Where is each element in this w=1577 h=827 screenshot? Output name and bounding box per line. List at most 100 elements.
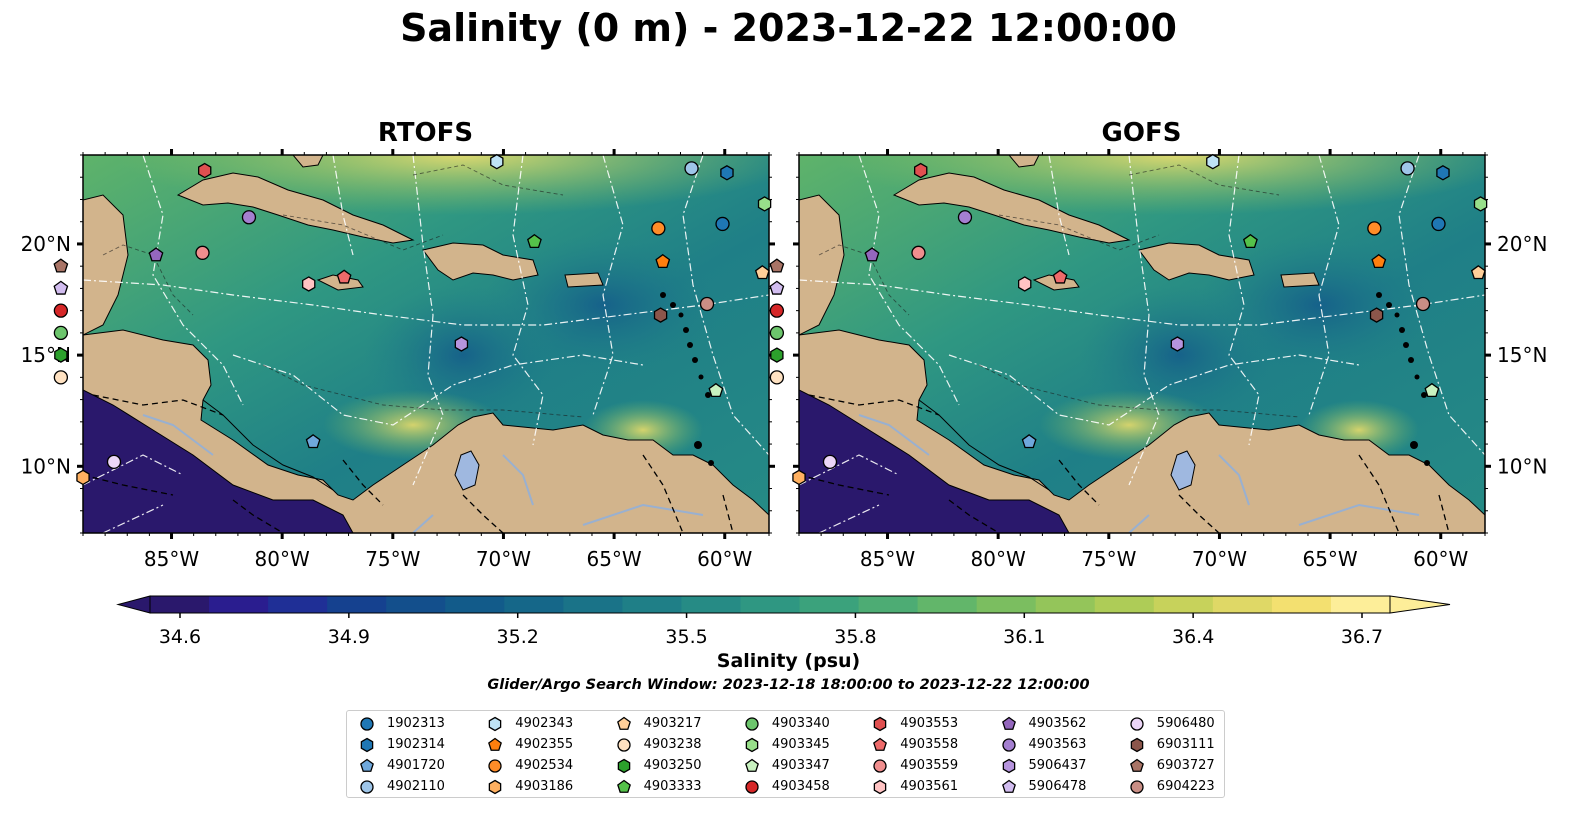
legend-marker — [1001, 779, 1016, 793]
legend-label: 4903563 — [1028, 737, 1087, 752]
legend-marker-4903333 — [616, 779, 631, 793]
legend-label: 4903250 — [643, 758, 702, 773]
float-marker-4903562 — [148, 247, 164, 262]
float-marker-4903558 — [1052, 269, 1068, 284]
float-marker-5906437 — [1170, 336, 1185, 352]
colorbar-segment — [504, 596, 564, 613]
colorbar-segment — [1094, 596, 1155, 613]
float-marker-4903333 — [1243, 233, 1258, 249]
colorbar-segment — [150, 596, 210, 613]
legend-label: 4903217 — [643, 716, 702, 731]
legend-marker — [1130, 780, 1144, 794]
colorbar-tick-label: 34.9 — [328, 626, 370, 648]
frame-rtofs — [82, 154, 770, 534]
float-marker-5906437 — [454, 336, 469, 352]
float-marker-4903559 — [911, 245, 926, 260]
colorbar-extend-high — [1389, 595, 1451, 614]
legend-marker-5906437 — [1002, 758, 1015, 774]
legend-label: 4903186 — [515, 779, 574, 794]
legend-label: 5906480 — [1156, 716, 1215, 731]
lon-tick-label: 65°W — [586, 547, 641, 571]
legend-label: 5906478 — [1028, 779, 1087, 794]
float-marker-4903250 — [54, 347, 68, 363]
legend-marker-5906478 — [1001, 779, 1016, 793]
legend-label: 6903727 — [1156, 758, 1215, 773]
legend-marker — [616, 779, 631, 793]
legend-marker-6903111 — [1130, 737, 1144, 753]
legend-marker-5906480 — [1130, 717, 1144, 731]
chart-title: Salinity (0 m) - 2023-12-22 12:00:00 — [400, 6, 1177, 50]
float-marker-1902313 — [1431, 216, 1446, 232]
legend-marker-4903562 — [1001, 716, 1016, 730]
legend-marker-4903345 — [745, 737, 759, 753]
colorbar-segment — [1212, 596, 1273, 613]
float-marker-4903345 — [1473, 196, 1488, 212]
search-window-text: Glider/Argo Search Window: 2023-12-18 18… — [487, 677, 1090, 693]
float-marker-4903238 — [53, 370, 69, 385]
float-marker-1902314 — [1436, 165, 1450, 181]
float-marker-4903458 — [53, 303, 69, 318]
legend-marker-4903561 — [873, 779, 887, 795]
lat-tick-label: 20°N — [1497, 232, 1547, 256]
legend-marker-4903553 — [873, 716, 887, 732]
legend-label: 5906437 — [1028, 758, 1087, 773]
float-marker-6903111 — [1369, 307, 1384, 323]
legend-label: 6903111 — [1156, 737, 1215, 752]
legend-marker — [745, 737, 759, 753]
legend-label: 1902313 — [387, 716, 445, 731]
float-marker-6903111 — [653, 307, 668, 323]
legend-marker — [360, 758, 374, 772]
legend-label: 4902110 — [387, 779, 445, 794]
legend-marker-1902314 — [360, 737, 374, 753]
legend-marker-4902110 — [360, 780, 374, 794]
colorbar-segment — [268, 596, 328, 613]
legend-marker — [489, 779, 502, 795]
float-marker-4903561 — [1018, 276, 1032, 292]
float-marker-4903345 — [757, 196, 772, 212]
legend-marker-4902534 — [488, 759, 502, 773]
legend-label: 4903458 — [771, 779, 830, 794]
colorbar-segment — [1271, 596, 1332, 613]
float-marker-4902343 — [1206, 153, 1220, 170]
legend-label: 4903333 — [643, 779, 702, 794]
legend-marker-4903458 — [745, 780, 759, 794]
legend-marker — [1130, 717, 1144, 731]
legend-marker-1902313 — [360, 717, 374, 731]
colorbar-segment — [740, 596, 801, 613]
lon-tick-label: 85°W — [144, 547, 199, 571]
float-marker-5906480 — [106, 454, 122, 469]
colorbar-segment — [917, 596, 978, 613]
legend-marker — [745, 780, 759, 794]
lon-tick-label: 60°W — [1413, 547, 1468, 571]
float-marker-4902355 — [1371, 253, 1387, 269]
colorbar-segment — [209, 596, 269, 613]
legend-marker-4903250 — [617, 758, 630, 774]
legend-label: 4903347 — [771, 758, 830, 773]
legend-label: 4903559 — [900, 758, 959, 773]
legend-marker-6903727 — [1129, 758, 1144, 772]
float-marker-6904223 — [1415, 296, 1431, 312]
float-marker-4903562 — [864, 247, 880, 262]
legend-marker-4903559 — [873, 759, 887, 773]
legend-marker — [873, 737, 888, 751]
legend-marker-4903563 — [1001, 738, 1016, 752]
float-marker-5906478 — [769, 280, 785, 295]
legend-marker-4903558 — [873, 737, 888, 751]
legend-label: 4903553 — [900, 716, 959, 731]
legend-marker — [873, 716, 887, 732]
float-marker-1902313 — [715, 216, 730, 232]
legend-marker — [873, 759, 887, 773]
lon-tick-label: 70°W — [476, 547, 531, 571]
colorbar-tick-label: 34.6 — [159, 626, 201, 648]
float-marker-4903238 — [769, 370, 785, 385]
colorbar-tick-label: 35.8 — [834, 626, 876, 648]
colorbar-segment — [799, 596, 860, 613]
legend-label: 4903561 — [900, 779, 959, 794]
float-marker-4903340 — [769, 325, 785, 341]
float-marker-4903340 — [53, 325, 69, 341]
float-marker-4903333 — [527, 233, 542, 249]
colorbar: 34.6 34.9 35.2 35.5 35.8 36.1 36.4 36.7 — [116, 595, 1451, 648]
legend-marker — [616, 738, 631, 752]
float-marker-4903250 — [770, 347, 784, 363]
panel-title-rtofs: RTOFS — [377, 118, 474, 148]
